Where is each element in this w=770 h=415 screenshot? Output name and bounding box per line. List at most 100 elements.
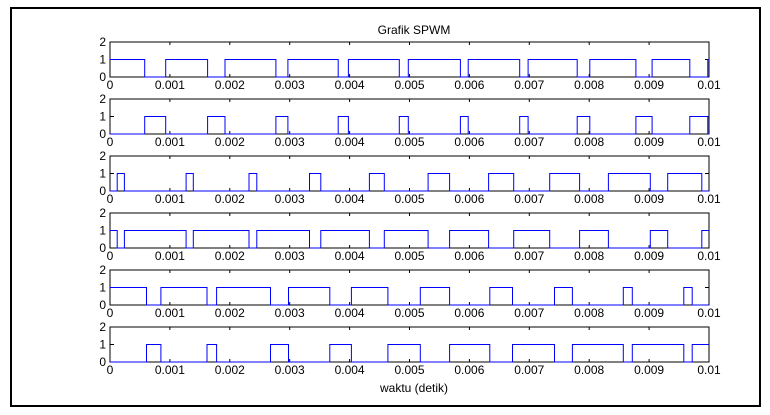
- x-tick-label: 0.005: [394, 78, 424, 92]
- x-tick-label: 0.01: [697, 249, 721, 263]
- x-tick-label: 0.003: [275, 306, 305, 320]
- x-tick-label: 0.007: [514, 192, 544, 206]
- spwm-signal-line: [110, 287, 709, 306]
- x-tick-label: 0.001: [155, 363, 185, 377]
- x-tick-label: 0.001: [155, 78, 185, 92]
- x-tick-label: 0.005: [394, 249, 424, 263]
- y-tick-label: 1: [99, 53, 106, 67]
- x-tick-label: 0.008: [574, 249, 604, 263]
- x-tick-label: 0.001: [155, 135, 185, 149]
- y-tick-label: 2: [99, 35, 106, 49]
- x-tick-label: 0.007: [514, 363, 544, 377]
- x-tick-label: 0.007: [514, 135, 544, 149]
- x-tick-label: 0.005: [394, 306, 424, 320]
- axes-box: [109, 98, 710, 135]
- x-tick-label: 0.004: [335, 78, 365, 92]
- spwm-signal-line: [110, 344, 709, 363]
- x-tick-label: 0.009: [634, 78, 664, 92]
- x-tick-label: 0.01: [697, 363, 721, 377]
- x-tick-label: 0.005: [394, 192, 424, 206]
- spwm-signal-line: [110, 173, 709, 192]
- x-tick-label: 0.007: [514, 249, 544, 263]
- subplot-1: 0 0.001 0.002 0.003 0.004 0.005 0.006 0.007 0.00…: [99, 35, 721, 92]
- x-tick-label: 0.006: [454, 249, 484, 263]
- x-tick-label: 0: [107, 363, 114, 377]
- x-tick-label: 0.01: [697, 135, 721, 149]
- x-tick-label: 0.007: [514, 306, 544, 320]
- chart-title: Grafik SPWM: [378, 23, 451, 37]
- x-tick-label: 0.002: [215, 249, 245, 263]
- y-tick-label: 2: [99, 320, 106, 334]
- x-tick-label: 0.009: [634, 249, 664, 263]
- y-tick-label: 2: [99, 149, 106, 163]
- x-tick-label: 0.002: [215, 192, 245, 206]
- x-tick-label: 0.001: [155, 306, 185, 320]
- x-axis-label: waktu (detik): [379, 381, 448, 395]
- x-tick-label: 0.01: [697, 306, 721, 320]
- x-tick-label: 0.006: [454, 78, 484, 92]
- y-tick-label: 2: [99, 263, 106, 277]
- x-tick-label: 0: [107, 306, 114, 320]
- subplot-2: 0 0.001 0.002 0.003 0.004 0.005 0.006 0.007 0.00…: [99, 92, 721, 149]
- subplot-5: 0 0.001 0.002 0.003 0.004 0.005 0.006 0.007 0.00…: [99, 263, 721, 320]
- x-tick-label: 0.008: [574, 306, 604, 320]
- x-tick-label: 0.001: [155, 192, 185, 206]
- x-tick-label: 0: [107, 249, 114, 263]
- x-tick-label: 0.002: [215, 306, 245, 320]
- y-tick-label: 0: [99, 70, 106, 84]
- x-tick-label: 0.009: [634, 306, 664, 320]
- x-tick-label: 0.009: [634, 192, 664, 206]
- y-tick-label: 0: [99, 241, 106, 255]
- x-tick-label: 0.004: [335, 192, 365, 206]
- y-tick-label: 1: [99, 281, 106, 295]
- x-tick-label: 0.003: [275, 78, 305, 92]
- x-tick-label: 0.004: [335, 249, 365, 263]
- x-tick-label: 0.006: [454, 135, 484, 149]
- x-tick-label: 0.005: [394, 135, 424, 149]
- x-tick-label: 0.008: [574, 192, 604, 206]
- x-tick-label: 0.01: [697, 192, 721, 206]
- subplot-4: 0 0.001 0.002 0.003 0.004 0.005 0.006 0.007 0.00…: [99, 206, 721, 263]
- spwm-signal-line: [110, 230, 709, 249]
- x-tick-label: 0.008: [574, 363, 604, 377]
- x-tick-label: 0.004: [335, 306, 365, 320]
- spwm-signal-line: [110, 59, 709, 78]
- x-tick-label: 0.003: [275, 135, 305, 149]
- x-tick-label: 0.009: [634, 363, 664, 377]
- x-tick-label: 0.008: [574, 135, 604, 149]
- x-tick-label: 0.006: [454, 192, 484, 206]
- x-tick-label: 0.004: [335, 135, 365, 149]
- y-tick-label: 1: [99, 224, 106, 238]
- x-tick-label: 0.006: [454, 363, 484, 377]
- x-tick-label: 0.009: [634, 135, 664, 149]
- y-tick-label: 0: [99, 298, 106, 312]
- x-tick-label: 0.003: [275, 249, 305, 263]
- subplots: 0 0.001 0.002 0.003 0.004 0.005 0.006 0.007 0.00…: [99, 35, 721, 377]
- x-tick-label: 0.002: [215, 363, 245, 377]
- x-tick-label: 0.005: [394, 363, 424, 377]
- y-tick-label: 2: [99, 92, 106, 106]
- x-tick-label: 0.007: [514, 78, 544, 92]
- y-tick-label: 1: [99, 167, 106, 181]
- x-tick-label: 0.01: [697, 78, 721, 92]
- figure-window: Grafik SPWM 0 0.001 0.002 0.003 0.004 0.005 0.…: [10, 7, 761, 407]
- x-tick-label: 0.006: [454, 306, 484, 320]
- spwm-chart: Grafik SPWM 0 0.001 0.002 0.003 0.004 0.005 0.…: [99, 23, 721, 395]
- x-tick-label: 0.003: [275, 192, 305, 206]
- y-tick-label: 1: [99, 338, 106, 352]
- y-tick-label: 2: [99, 206, 106, 220]
- y-tick-label: 0: [99, 127, 106, 141]
- x-tick-label: 0.002: [215, 135, 245, 149]
- x-tick-label: 0.003: [275, 363, 305, 377]
- spwm-signal-line: [110, 116, 709, 135]
- y-tick-label: 0: [99, 355, 106, 369]
- x-tick-label: 0: [107, 135, 114, 149]
- x-tick-label: 0.002: [215, 78, 245, 92]
- y-tick-label: 0: [99, 184, 106, 198]
- x-tick-label: 0.008: [574, 78, 604, 92]
- subplot-6: 0 0.001 0.002 0.003 0.004 0.005 0.006 0.007 0.00…: [99, 320, 721, 377]
- x-tick-label: 0: [107, 192, 114, 206]
- x-tick-label: 0.001: [155, 249, 185, 263]
- subplot-3: 0 0.001 0.002 0.003 0.004 0.005 0.006 0.007 0.00…: [99, 149, 721, 206]
- x-tick-label: 0: [107, 78, 114, 92]
